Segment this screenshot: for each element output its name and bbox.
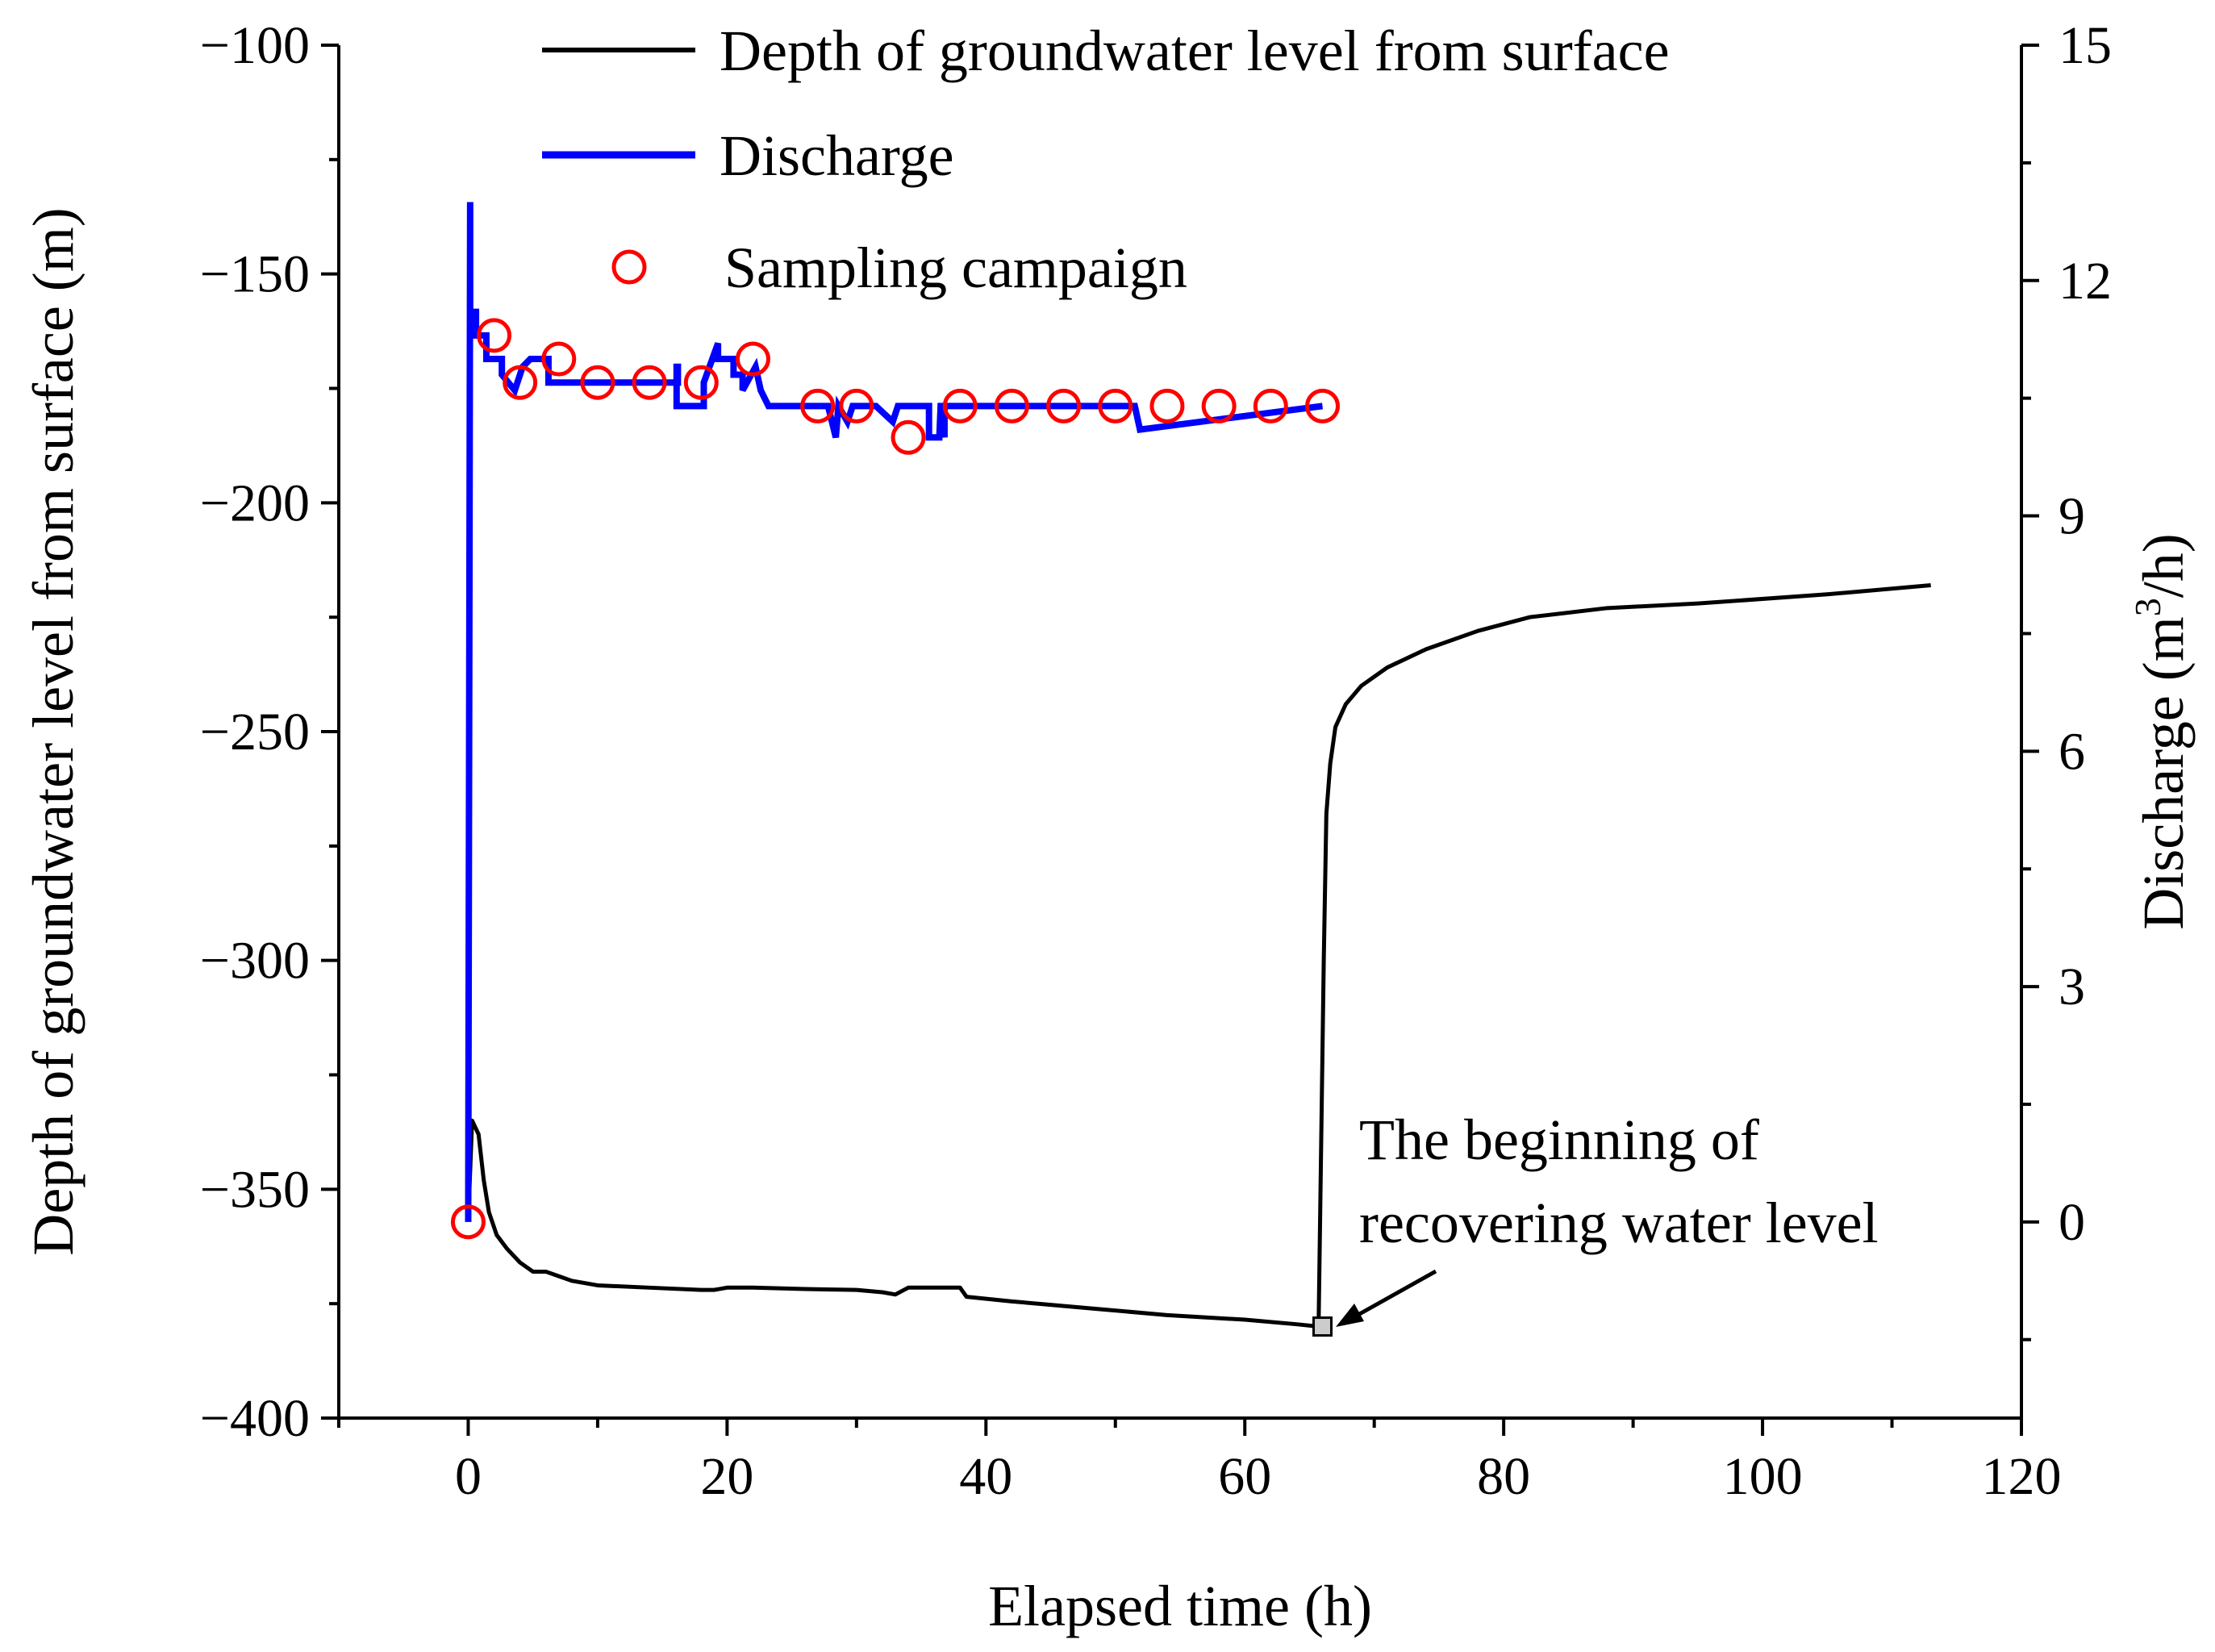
annotation-arrow-shaft (1354, 1269, 1437, 1319)
x-tick-label: 80 (1477, 1447, 1530, 1506)
right-y-tick-label: 12 (2059, 252, 2112, 311)
left-y-tick-label: −150 (200, 245, 310, 304)
left-y-tick-label: −300 (200, 932, 310, 991)
sampling-point (1305, 388, 1341, 423)
sampling-point (580, 365, 615, 400)
left-y-tick-label: −350 (200, 1160, 310, 1219)
right-y-tick-label: 9 (2059, 487, 2085, 546)
x-tick-label: 120 (1982, 1447, 2062, 1506)
legend-discharge-label: Discharge (720, 123, 954, 188)
x-tick-label: 0 (455, 1447, 482, 1506)
sampling-point (632, 365, 667, 400)
sampling-point (800, 388, 836, 423)
legend-depth-label: Depth of groundwater level from surface (720, 19, 1670, 83)
sampling-point (1201, 388, 1237, 423)
right-y-tick-label: 6 (2059, 722, 2085, 781)
sampling-point (477, 318, 512, 353)
x-axis-title: Elapsed time (h) (988, 1574, 1372, 1638)
right-y-axis-title-suffix: /h) (2131, 533, 2196, 598)
right-y-tick-label: 15 (2059, 16, 2112, 75)
sampling-point (541, 341, 577, 377)
sampling-point (994, 388, 1029, 423)
x-tick-label: 60 (1218, 1447, 1271, 1506)
legend: Depth of groundwater level from surface … (542, 19, 1670, 300)
recovery-annotation: The beginning of recovering water level (1336, 1108, 1879, 1327)
right-y-axis-title-superscript: 3 (2127, 598, 2168, 616)
sampling-point (1098, 388, 1133, 423)
legend-sampling-label: Sampling campaign (724, 236, 1187, 300)
sampling-point (942, 388, 978, 423)
sampling-point (1149, 388, 1185, 423)
right-y-tick-label: 3 (2059, 957, 2085, 1016)
annotation-line-1: The beginning of (1359, 1108, 1759, 1172)
series (450, 202, 1931, 1337)
sampling-point (1046, 388, 1082, 423)
left-y-tick-label: −100 (200, 16, 310, 75)
ticks: 0 20 40 60 80 100 120−100−150−200−250−300−350−… (200, 16, 2112, 1506)
x-tick-label: 100 (1723, 1447, 1803, 1506)
recovery-start-marker (1312, 1316, 1333, 1337)
right-y-axis-title: Discharge (m3/h) (2127, 533, 2196, 930)
sampling-point (891, 419, 926, 455)
depth-series-line (465, 582, 1931, 1329)
right-y-tick-label: 0 (2059, 1193, 2085, 1252)
left-y-tick-label: −400 (200, 1389, 310, 1448)
left-y-axis-title: Depth of groundwater level from surface … (21, 207, 86, 1255)
annotation-line-2: recovering water level (1359, 1191, 1879, 1255)
discharge-series-line (465, 202, 1324, 1222)
left-y-tick-label: −200 (200, 473, 310, 532)
right-y-axis-title-prefix: Discharge (m (2131, 616, 2196, 930)
left-y-tick-label: −250 (200, 703, 310, 761)
sampling-point (1253, 388, 1288, 423)
sampling-point (503, 365, 538, 400)
sampling-point (683, 365, 719, 400)
sampling-point (839, 388, 874, 423)
x-tick-label: 20 (700, 1447, 753, 1506)
annotation-arrow-head (1336, 1304, 1364, 1327)
sampling-point (735, 341, 770, 377)
legend-sampling-marker (611, 249, 647, 285)
x-tick-label: 40 (959, 1447, 1012, 1506)
sampling-point (450, 1204, 486, 1240)
